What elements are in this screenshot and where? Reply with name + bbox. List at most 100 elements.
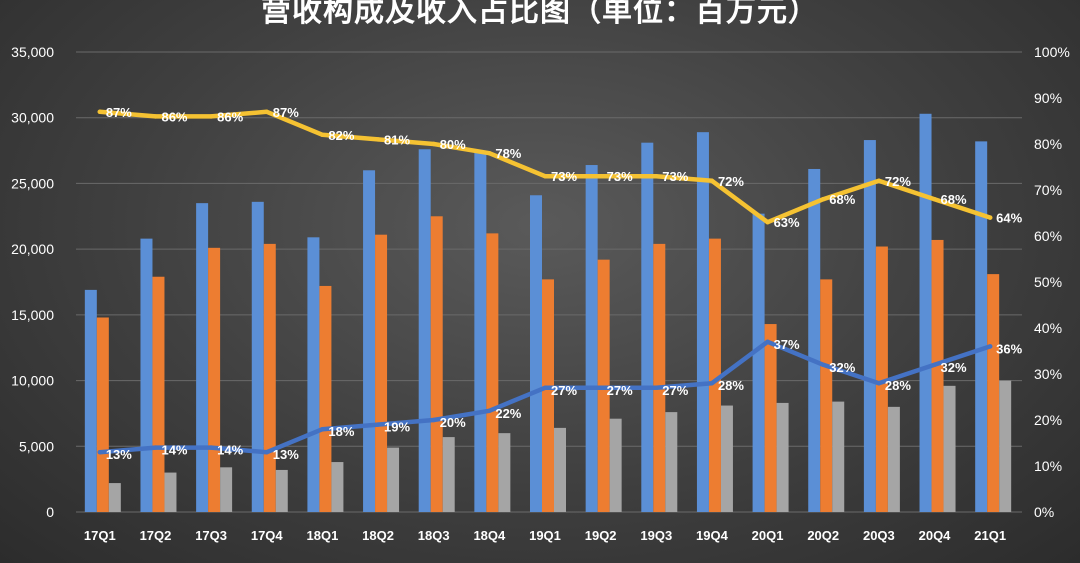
line-point	[876, 381, 882, 386]
x-category-label: 17Q4	[251, 528, 284, 543]
line-point	[821, 362, 826, 367]
y-right-tick-label: 100%	[1034, 44, 1070, 60]
line-data-label: 86%	[217, 109, 243, 124]
line-data-label: 78%	[495, 146, 521, 161]
bar-series-1	[975, 141, 988, 512]
bar-series-3	[220, 467, 233, 512]
line-point	[542, 385, 548, 390]
line-point	[765, 220, 770, 225]
x-category-label: 20Q2	[807, 528, 839, 543]
bar-series-1	[863, 140, 876, 513]
line-data-label: 73%	[551, 169, 577, 184]
y-right-tick-label: 30%	[1034, 366, 1062, 382]
x-category-label: 19Q2	[585, 528, 617, 543]
bar-series-3	[609, 418, 622, 512]
bar-series-1	[585, 165, 598, 512]
bar-series-1	[363, 170, 376, 513]
line-point	[97, 450, 103, 455]
bar-series-2	[875, 246, 888, 512]
line-data-label: 80%	[440, 137, 466, 152]
line-data-label: 37%	[774, 337, 800, 352]
line-data-label: 87%	[106, 105, 132, 120]
x-category-label: 18Q4	[473, 528, 506, 543]
bar-series-3	[776, 402, 789, 512]
bar-series-3	[887, 406, 900, 512]
line-data-label: 68%	[941, 192, 967, 207]
line-point	[153, 114, 158, 119]
line-point	[208, 114, 214, 119]
line-point	[264, 109, 269, 115]
bar-series-2	[152, 276, 165, 512]
x-category-label: 19Q1	[529, 528, 561, 543]
bar-series-2	[263, 243, 276, 512]
line-point	[765, 339, 770, 344]
x-category-label: 18Q3	[418, 528, 450, 543]
line-data-label: 19%	[384, 420, 410, 435]
line-data-label: 14%	[161, 443, 187, 458]
line-point	[487, 408, 492, 413]
bar-series-1	[251, 201, 264, 513]
bar-series-3	[108, 483, 121, 512]
y-right-tick-label: 50%	[1034, 274, 1062, 290]
line-point	[264, 450, 269, 455]
line-series-1	[97, 109, 993, 225]
line-data-label: 27%	[662, 383, 688, 398]
x-category-label: 18Q1	[307, 528, 339, 543]
line-point	[932, 197, 937, 202]
line-data-label: 32%	[941, 360, 967, 375]
bar-series-1	[474, 151, 487, 512]
x-category-label: 17Q3	[195, 528, 227, 543]
bar-series-1	[696, 132, 709, 512]
line-point	[987, 215, 993, 220]
bar-series-2	[653, 243, 666, 512]
y-right-tick-label: 10%	[1034, 458, 1062, 474]
y-right-tick-label: 90%	[1034, 90, 1062, 106]
line-point	[153, 445, 158, 450]
bar-series-1	[196, 203, 209, 512]
line-data-label: 72%	[885, 174, 911, 189]
line-data-label: 63%	[774, 215, 800, 230]
bar-series-3	[665, 412, 678, 512]
y-left-tick-label: 10,000	[11, 373, 54, 389]
y-right-tick-label: 0%	[1034, 504, 1054, 520]
y-left-tick-label: 25,000	[11, 175, 54, 191]
bar-series-1	[752, 213, 765, 512]
bar-series-3	[554, 427, 566, 512]
x-category-label: 20Q4	[919, 528, 952, 543]
line-point	[654, 174, 659, 179]
chart-title: 营收构成及收入占比图（单位：百万元）	[261, 0, 819, 29]
line-point	[431, 141, 436, 147]
line-point	[487, 151, 492, 156]
x-category-label: 17Q1	[84, 528, 116, 543]
bar-series-3	[999, 380, 1012, 512]
y-left-tick-label: 20,000	[11, 241, 54, 257]
line-data-label: 36%	[996, 341, 1022, 356]
bar-series-1	[307, 237, 320, 513]
line-data-label: 87%	[273, 105, 299, 120]
line-data-label: 86%	[161, 109, 187, 124]
bar-series-3	[442, 437, 455, 512]
y-left-tick-label: 5,000	[19, 438, 54, 454]
bar-series-3	[720, 405, 733, 512]
line-point	[598, 174, 603, 179]
bar-series-3	[164, 472, 177, 512]
line-point	[320, 427, 325, 432]
y-left-tick-label: 0	[46, 504, 54, 520]
bar-series-2	[375, 234, 388, 512]
y-right-tick-label: 40%	[1034, 320, 1062, 336]
line-data-label: 27%	[551, 383, 577, 398]
line-data-label: 28%	[718, 378, 744, 393]
bar-series-1	[641, 142, 654, 512]
y-left-tick-label: 30,000	[11, 110, 54, 126]
line-point	[431, 417, 436, 423]
bar-series-2	[319, 285, 332, 512]
x-category-label: 17Q2	[140, 528, 172, 543]
bar-series-1	[418, 149, 431, 512]
line-data-label: 81%	[384, 132, 410, 147]
bar-series-3	[275, 469, 288, 512]
y-right-tick-label: 70%	[1034, 182, 1062, 198]
bar-series-1	[530, 195, 542, 512]
x-category-label: 19Q3	[640, 528, 672, 543]
